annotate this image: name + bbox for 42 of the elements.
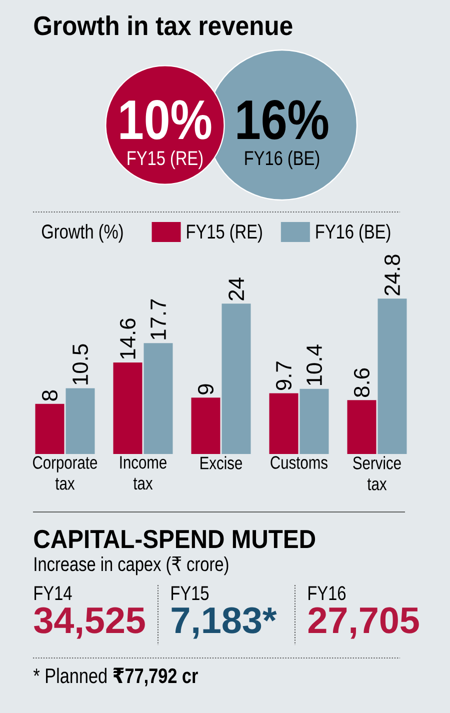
bar: [191, 398, 220, 454]
text: Increase in capex (₹ crore): [34, 556, 228, 576]
data-label: 10.4: [306, 344, 322, 385]
bar: [35, 404, 64, 454]
text: 27,705: [308, 607, 419, 639]
bar: [66, 388, 95, 454]
x-tick-label: Corporate tax: [33, 456, 98, 490]
data-label: 10%: [120, 100, 212, 140]
x-tick-label: Customs: [270, 456, 328, 469]
bar: [113, 362, 142, 454]
text: 7,183*: [172, 607, 277, 639]
category-label: FY14: [34, 586, 72, 600]
data-label: 10.5: [72, 344, 88, 384]
text: * Planned ₹77,792 cr: [33, 668, 198, 686]
data-label: 8.6: [354, 368, 370, 397]
bar: [269, 393, 298, 454]
data-label: 17.7: [150, 299, 166, 340]
category-label: FY16 (BE): [245, 150, 320, 170]
category-label: FY16: [308, 586, 346, 600]
bar: [347, 400, 376, 454]
category-label: FY15 (RE): [128, 150, 203, 170]
data-label: 9: [198, 384, 214, 394]
x-tick-label: Income tax: [120, 456, 166, 490]
text: 34,525: [34, 607, 145, 639]
legend-title: Growth (%): [42, 224, 123, 243]
data-label: 9.7: [276, 362, 292, 390]
data-label: 8: [42, 390, 58, 401]
data-label: 16%: [238, 100, 328, 140]
data-label: 24.8: [384, 254, 400, 296]
text: CAPITAL-SPEND MUTED: [34, 530, 316, 548]
x-tick-label: Excise: [200, 456, 242, 470]
legend-label: FY16 (BE): [316, 224, 390, 243]
bar: [222, 304, 251, 454]
bar: [378, 298, 407, 454]
x-tick-label: Service tax: [353, 456, 401, 490]
text: Growth in tax revenue: [34, 16, 292, 36]
bar: [300, 388, 329, 454]
data-label: 24: [228, 278, 244, 300]
legend-label: FY15 (RE): [187, 224, 262, 243]
category-label: FY15: [172, 586, 209, 600]
bar: [144, 343, 173, 454]
data-label: 14.6: [120, 318, 136, 359]
